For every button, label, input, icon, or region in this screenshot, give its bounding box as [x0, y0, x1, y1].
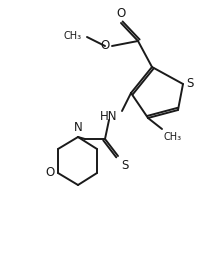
Text: HN: HN: [100, 110, 117, 123]
Text: O: O: [46, 167, 55, 179]
Text: CH₃: CH₃: [164, 132, 182, 142]
Text: CH₃: CH₃: [64, 31, 82, 41]
Text: O: O: [101, 39, 110, 52]
Text: S: S: [121, 159, 128, 172]
Text: O: O: [116, 7, 126, 20]
Text: N: N: [74, 121, 82, 134]
Text: S: S: [186, 76, 193, 90]
